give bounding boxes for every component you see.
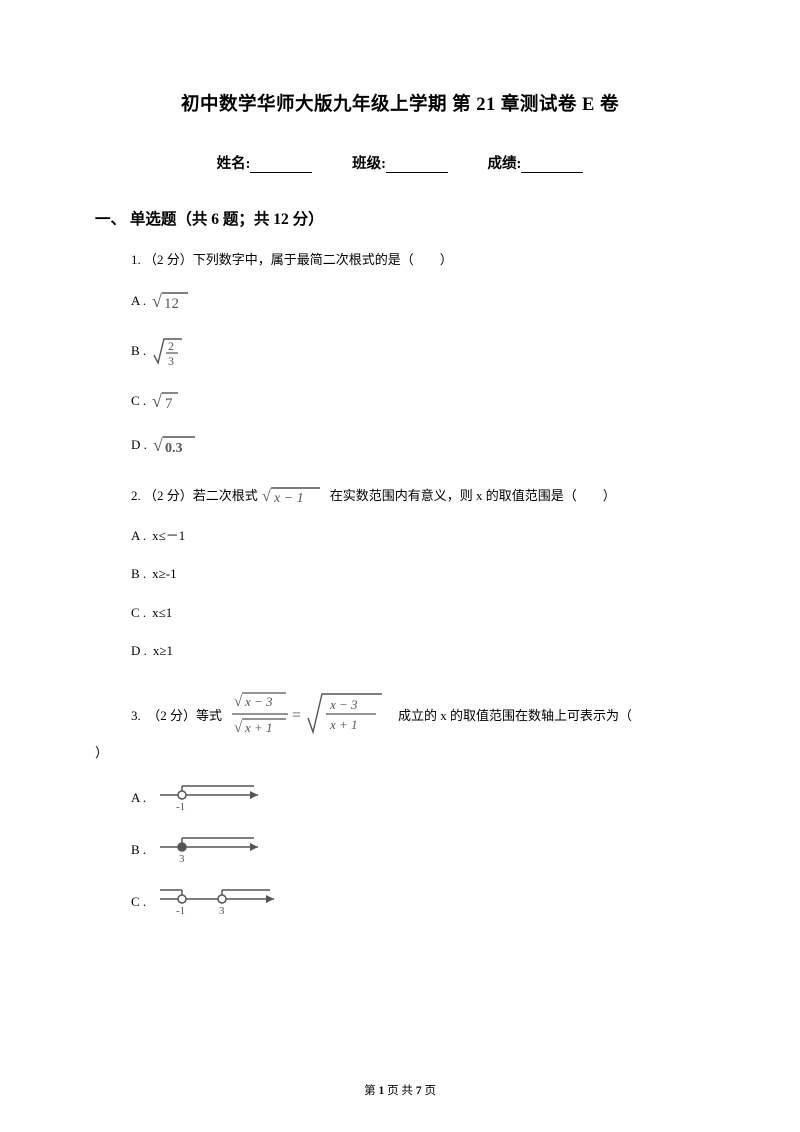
q3-option-a: A . -1 xyxy=(131,782,705,814)
q2-d-label: D . xyxy=(131,642,147,660)
q2-a-label: A . xyxy=(131,527,146,545)
q2-c-text: x≤1 xyxy=(152,604,172,622)
svg-text:x − 3: x − 3 xyxy=(244,694,273,709)
svg-text:-1: -1 xyxy=(176,801,185,813)
q3-b-label: B . xyxy=(131,841,146,859)
svg-text:x + 1: x + 1 xyxy=(329,717,358,732)
q3-stem-post: 成立的 x 的取值范围在数轴上可表示为（ xyxy=(398,707,632,725)
svg-text:2: 2 xyxy=(168,339,174,353)
svg-text:√: √ xyxy=(234,694,243,710)
svg-text:0.3: 0.3 xyxy=(165,441,183,456)
sqrt-x-minus-1-icon: √ x − 1 xyxy=(262,485,326,507)
q1-a-label: A . xyxy=(131,292,146,310)
q1-c-label: C . xyxy=(131,392,146,410)
page-title: 初中数学华师大版九年级上学期 第 21 章测试卷 E 卷 xyxy=(95,90,705,116)
footer-mid: 页 共 xyxy=(384,1085,416,1097)
svg-text:3: 3 xyxy=(219,905,225,917)
svg-text:x − 3: x − 3 xyxy=(329,697,358,712)
q1-stem: 1. （2 分）下列数字中，属于最简二次根式的是（ ） xyxy=(131,251,705,269)
q1-option-c: C . √ 7 xyxy=(131,389,705,413)
svg-text:=: = xyxy=(292,707,301,724)
score-label: 成绩: xyxy=(488,156,522,172)
student-info-row: 姓名: 班级: 成绩: xyxy=(95,152,705,173)
q2-stem-post: 在实数范围内有意义，则 x 的取值范围是（ ） xyxy=(330,487,616,505)
q2-option-d: D . x≥1 xyxy=(131,642,705,660)
svg-text:12: 12 xyxy=(164,296,179,312)
svg-text:3: 3 xyxy=(179,853,185,865)
q1-b-label: B . xyxy=(131,342,146,360)
q2-a-text: x≤－1 xyxy=(152,527,185,545)
q3-stem-close: ） xyxy=(95,744,705,762)
q3-stem-pre: 3. （2 分）等式 xyxy=(131,707,222,725)
q1-option-a: A . √ 12 xyxy=(131,289,705,313)
name-label: 姓名: xyxy=(217,156,251,172)
footer-pre: 第 xyxy=(364,1085,378,1097)
q1-d-label: D . xyxy=(131,436,147,454)
q2-option-b: B . x≥-1 xyxy=(131,565,705,583)
q1-option-d: D . √ 0.3 xyxy=(131,433,705,457)
svg-text:x + 1: x + 1 xyxy=(244,720,273,735)
class-blank xyxy=(386,158,448,173)
q2-option-c: C . x≤1 xyxy=(131,604,705,622)
page-footer: 第 1 页 共 7 页 xyxy=(0,1082,800,1098)
q3-stem: 3. （2 分）等式 √ x − 3 √ x + 1 = x − 3 x + xyxy=(131,688,705,744)
sqrt-frac-2-3-icon: 2 3 xyxy=(152,333,192,369)
q3-equation-icon: √ x − 3 √ x + 1 = x − 3 x + 1 xyxy=(230,688,390,744)
score-blank xyxy=(521,158,583,173)
svg-text:3: 3 xyxy=(168,354,174,368)
class-label: 班级: xyxy=(352,156,386,172)
sqrt-7-icon: √ 7 xyxy=(152,389,188,413)
q2-c-label: C . xyxy=(131,604,146,622)
q3-c-label: C . xyxy=(131,893,146,911)
name-blank xyxy=(250,158,312,173)
section-1-header: 一、 单选题（共 6 题；共 12 分） xyxy=(95,207,705,229)
svg-text:-1: -1 xyxy=(176,905,185,917)
q3-a-label: A . xyxy=(131,789,146,807)
q2-stem: 2. （2 分）若二次根式 √ x − 1 在实数范围内有意义，则 x 的取值范… xyxy=(131,485,705,507)
q2-b-label: B . xyxy=(131,565,146,583)
svg-text:√: √ xyxy=(234,720,243,736)
svg-text:√: √ xyxy=(153,435,163,455)
number-line-b-icon: 3 xyxy=(152,834,272,866)
sqrt-0-3-icon: √ 0.3 xyxy=(153,433,201,457)
q3-option-b: B . 3 xyxy=(131,834,705,866)
svg-text:√: √ xyxy=(152,391,162,411)
svg-text:√: √ xyxy=(262,488,271,505)
q3-option-c: C . -1 3 xyxy=(131,886,705,918)
svg-text:√: √ xyxy=(152,291,162,311)
svg-text:7: 7 xyxy=(165,396,173,412)
number-line-c-icon: -1 3 xyxy=(152,886,292,918)
footer-post: 页 xyxy=(422,1085,436,1097)
q2-d-text: x≥1 xyxy=(153,642,173,660)
sqrt-12-icon: √ 12 xyxy=(152,289,196,313)
q1-option-b: B . 2 3 xyxy=(131,333,705,369)
q2-b-text: x≥-1 xyxy=(152,565,176,583)
number-line-a-icon: -1 xyxy=(152,782,272,814)
q2-stem-pre: 2. （2 分）若二次根式 xyxy=(131,487,258,505)
q2-option-a: A . x≤－1 xyxy=(131,527,705,545)
svg-text:x − 1: x − 1 xyxy=(273,491,304,506)
